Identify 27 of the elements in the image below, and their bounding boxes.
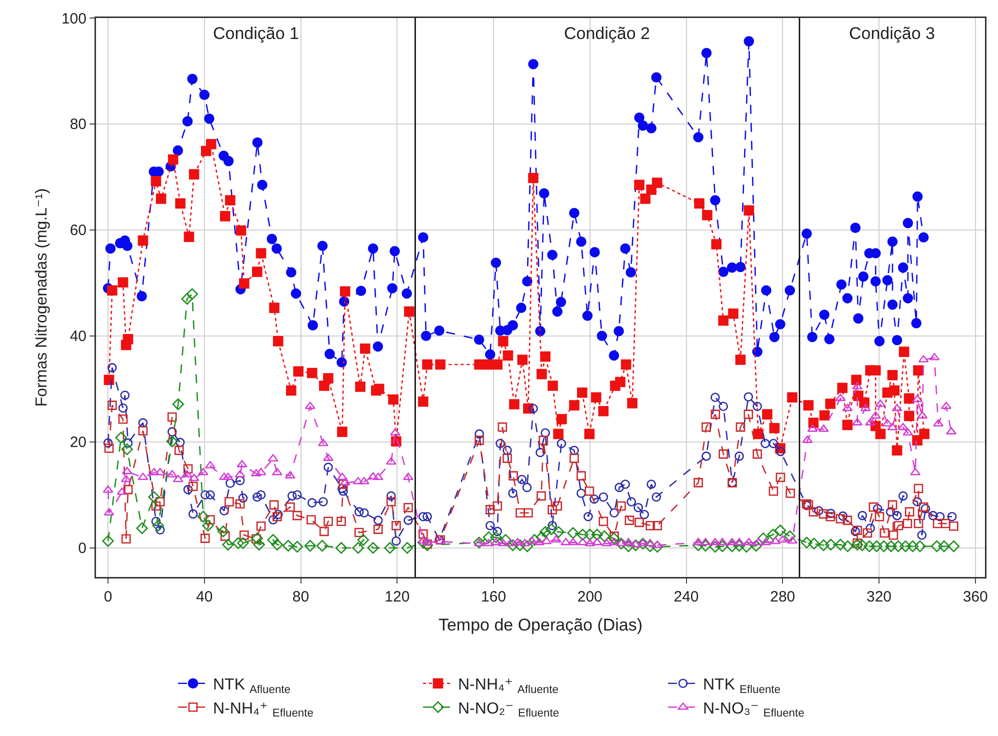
x-axis-title: Tempo de Operação (Dias): [438, 616, 643, 635]
legend-label: N-NH₄⁺ $_{Efluente}$: [213, 700, 314, 720]
x-tick-label: 320: [866, 588, 892, 606]
annotation: Condição 2: [564, 24, 650, 43]
x-tick-label: 280: [770, 588, 796, 606]
y-tick-label: 20: [70, 434, 86, 452]
legend-label: N-NH₄⁺ $_{Afluente}$: [458, 676, 558, 696]
x-tick-label: 120: [384, 588, 410, 606]
x-tick-label: 0: [104, 588, 112, 606]
x-tick-label: 200: [577, 588, 602, 606]
x-tick-label: 80: [292, 588, 310, 606]
y-axis-title: Formas Nitrogenadas (mg.L⁻¹): [34, 188, 51, 407]
y-tick-label: 60: [70, 222, 86, 240]
x-tick-label: 240: [674, 588, 699, 606]
y-tick-label: 80: [70, 116, 86, 134]
annotation: Condição 1: [213, 24, 300, 43]
y-tick-label: 100: [61, 10, 86, 28]
legend-label: N-NO₂⁻ $_{Efluente}$: [458, 700, 560, 720]
legend-label: NTK $_{Afluente}$: [213, 676, 291, 696]
x-tick-label: 40: [196, 588, 213, 606]
x-tick-label: 360: [962, 588, 988, 606]
annotation: Condição 3: [849, 24, 936, 43]
legend-label: N-NO₃⁻ $_{Efluente}$: [703, 700, 804, 720]
legend-label: NTK $_{Efluente}$: [703, 676, 781, 696]
y-tick-label: 0: [78, 540, 86, 558]
y-tick-label: 40: [70, 328, 86, 346]
x-tick-label: 160: [481, 588, 506, 606]
